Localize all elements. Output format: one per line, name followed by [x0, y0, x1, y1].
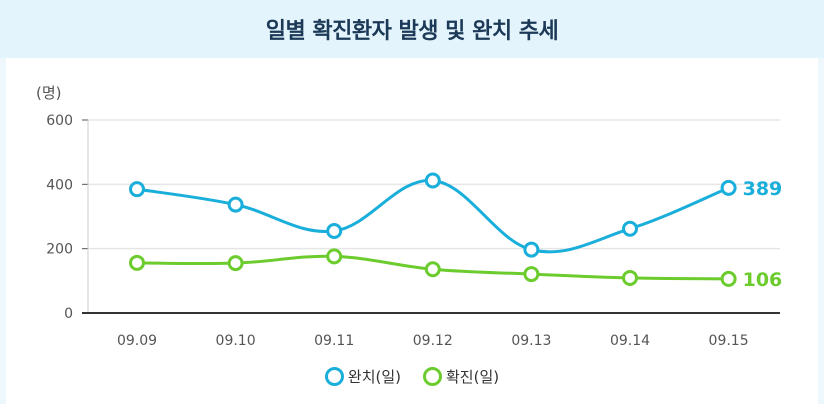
- x-tick-label-09.10: 09.10: [216, 333, 256, 349]
- legend-item-confirmed[interactable]: 확진(일): [423, 366, 499, 387]
- axes: (명) 0 200 400 600 09.09 09.10 09.11 09.12 09.13 09…: [36, 84, 780, 349]
- data-point-recovered-09.13: [523, 241, 540, 258]
- data-point-recovered-09.11: [326, 222, 343, 239]
- y-tick-label-600: 600: [46, 113, 73, 129]
- data-point-confirmed-09.11: [326, 248, 343, 265]
- data-point-confirmed-09.12: [424, 261, 441, 278]
- data-point-recovered-09.09: [129, 181, 145, 198]
- data-point-recovered-09.15: [720, 179, 737, 196]
- x-tick-label-09.09: 09.09: [117, 333, 157, 349]
- x-tick-label-09.12: 09.12: [413, 333, 453, 349]
- legend-label-confirmed: 확진(일): [446, 368, 500, 386]
- series-layer: 389 106: [129, 172, 783, 291]
- data-point-confirmed-09.14: [622, 269, 638, 286]
- data-point-confirmed-09.10: [227, 255, 244, 272]
- legend-item-recovered[interactable]: 완치(일): [324, 366, 401, 387]
- legend-marker-confirmed: [423, 367, 442, 386]
- legend: 완치(일) 확진(일): [0, 366, 824, 387]
- data-point-recovered-09.12: [424, 172, 441, 189]
- series-line-recovered: [136, 178, 730, 254]
- frame-right: [818, 58, 824, 404]
- end-value-label-recovered: 389: [743, 178, 783, 200]
- data-point-recovered-09.10: [227, 196, 244, 213]
- end-value-label-confirmed: 106: [743, 269, 783, 291]
- y-tick-label-0: 0: [64, 306, 73, 322]
- data-point-confirmed-09.09: [129, 254, 145, 271]
- x-tick-label-09.13: 09.13: [511, 333, 551, 349]
- x-tick-label-09.14: 09.14: [610, 333, 650, 349]
- x-tick-label-09.11: 09.11: [314, 333, 354, 349]
- chart-header: 일별 확진환자 발생 및 완치 추세: [0, 0, 824, 58]
- legend-label-recovered: 완치(일): [347, 368, 401, 386]
- y-tick-label-200: 200: [46, 242, 73, 258]
- legend-marker-recovered: [324, 367, 344, 386]
- y-tick-label-400: 400: [46, 177, 73, 193]
- data-point-confirmed-09.15: [720, 270, 737, 287]
- x-tick-label-09.15: 09.15: [709, 333, 749, 349]
- chart-title: 일별 확진환자 발생 및 완치 추세: [265, 19, 559, 44]
- data-point-confirmed-09.13: [523, 266, 540, 283]
- y-axis-label: (명): [36, 84, 62, 102]
- data-point-recovered-09.14: [622, 220, 638, 237]
- frame-left: [0, 58, 6, 404]
